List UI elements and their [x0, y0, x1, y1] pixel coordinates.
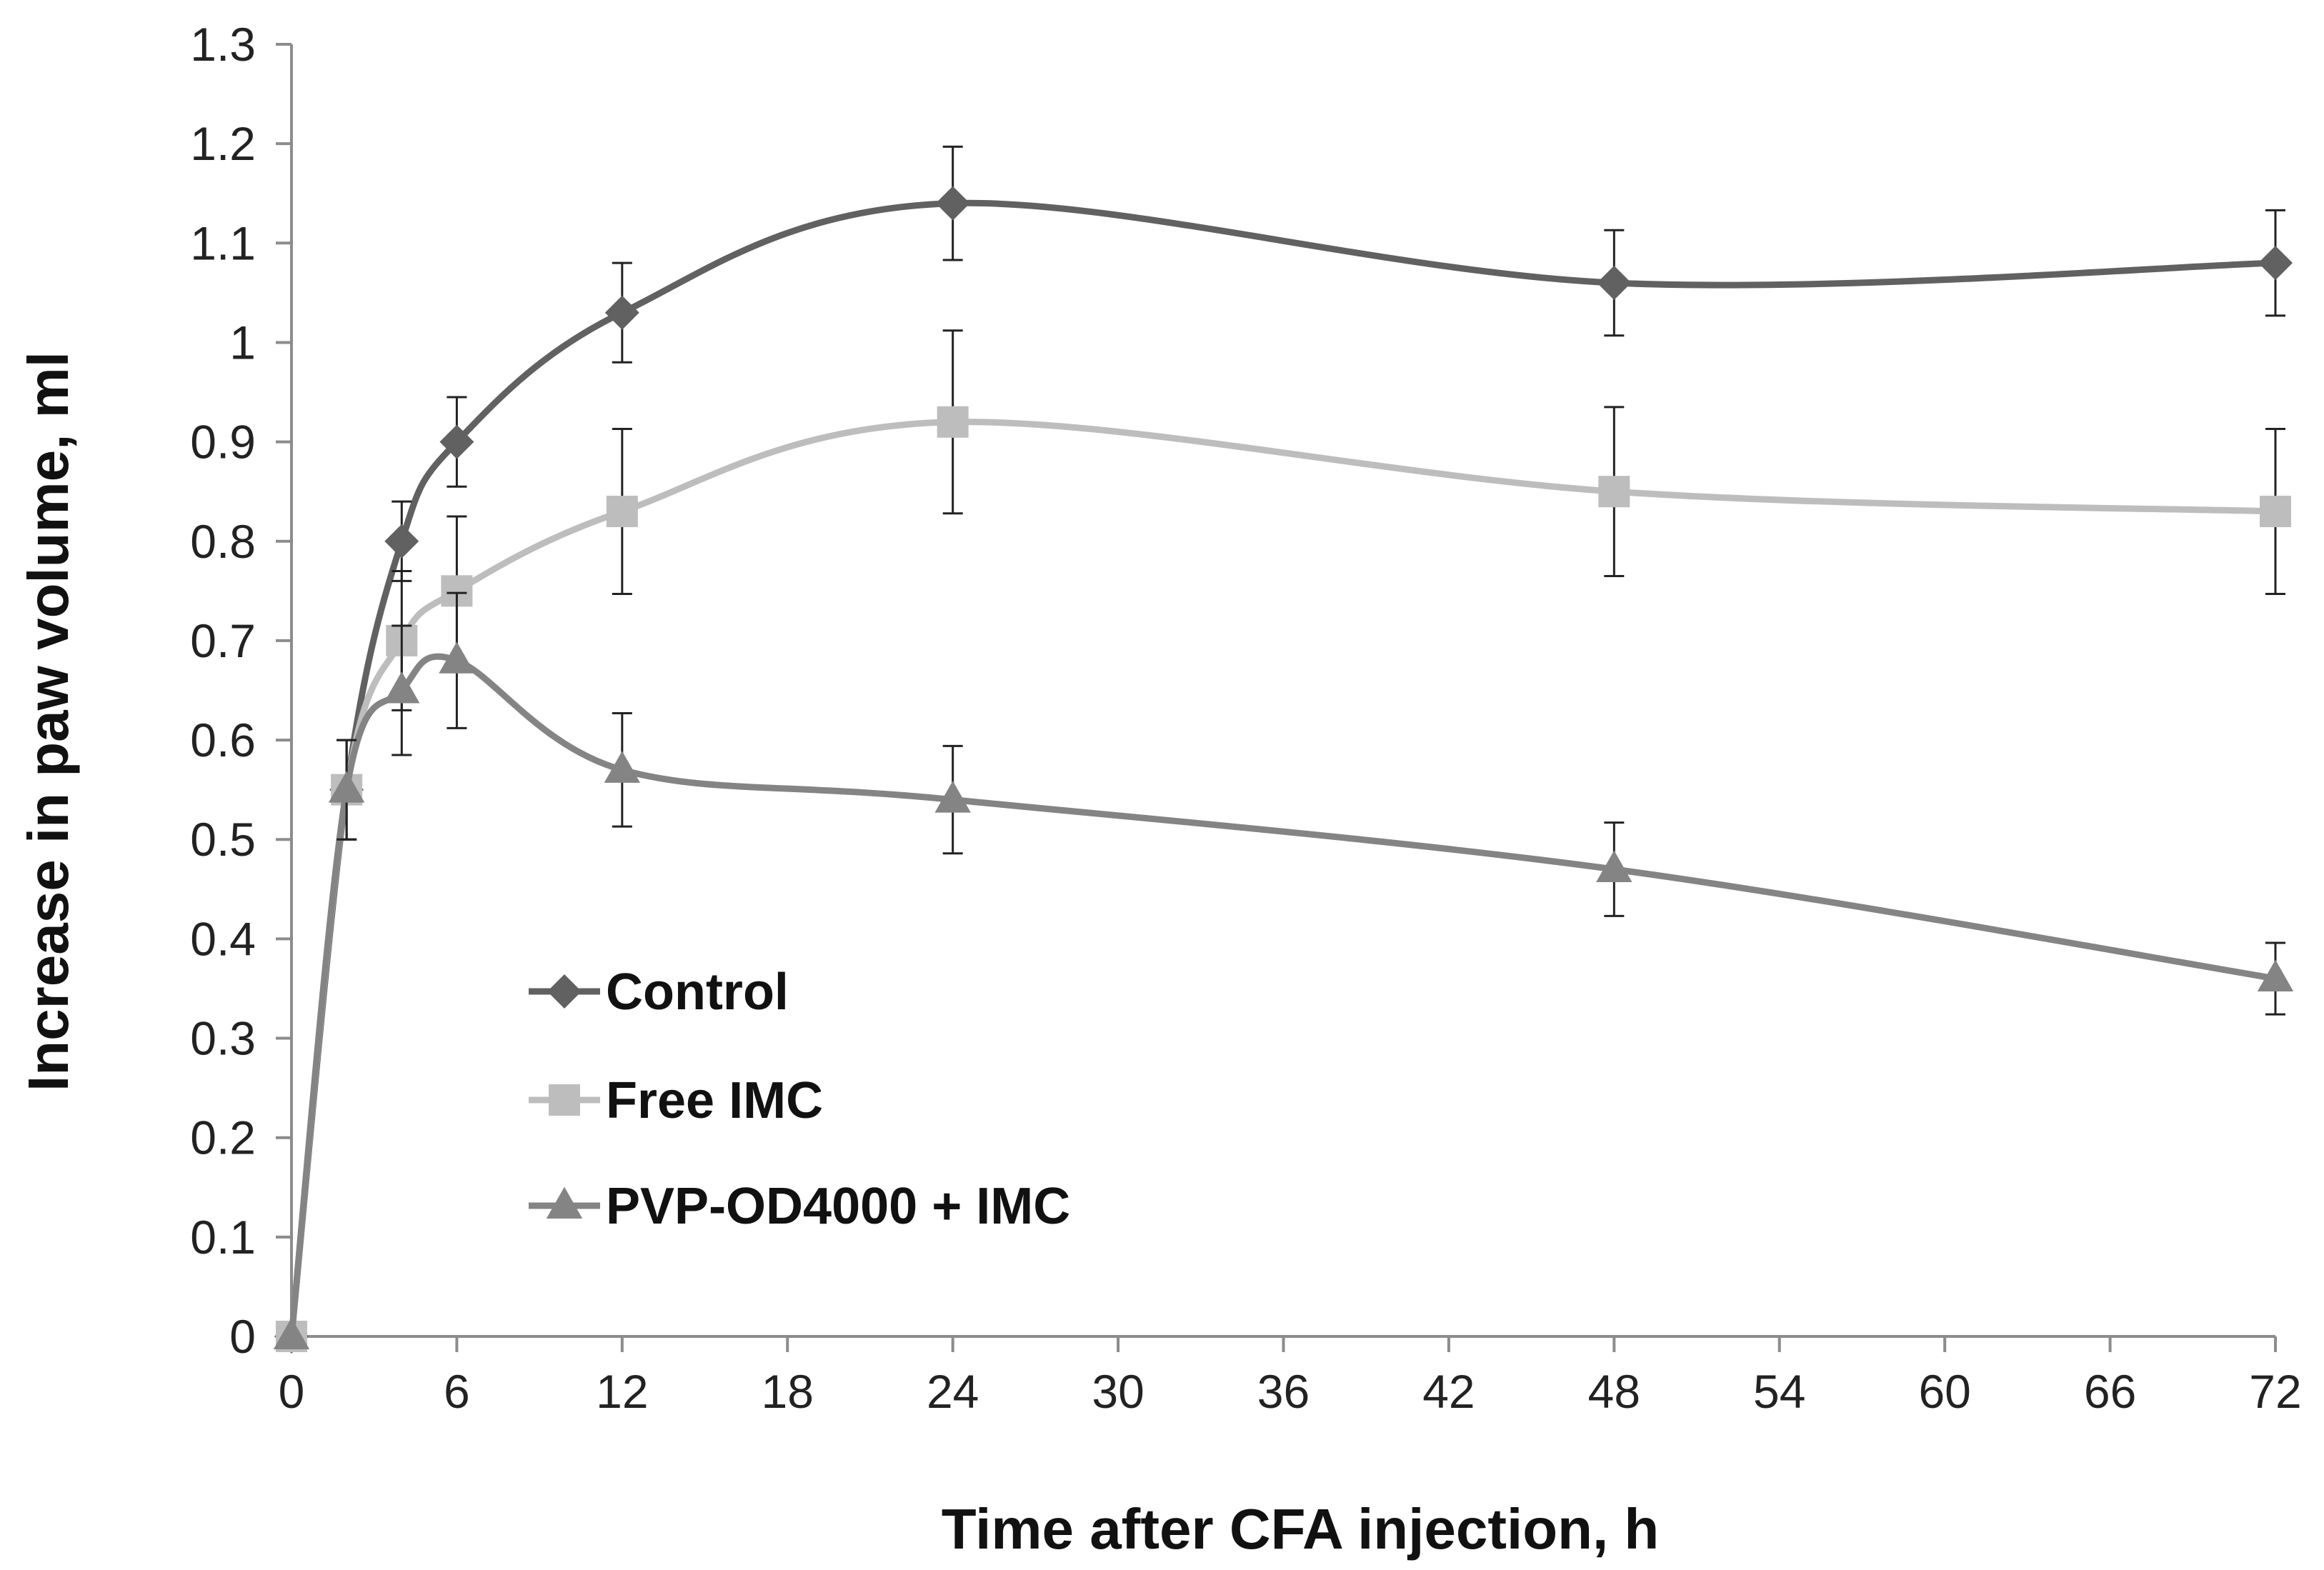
x-tick-label: 30 [1092, 1365, 1144, 1418]
series-free-imc [276, 329, 2291, 1352]
legend-item: Control [529, 964, 789, 1021]
legend-item: Free IMC [529, 1072, 823, 1129]
y-tick-label: 0.2 [190, 1111, 256, 1164]
legend: Control Free IMC PVP-OD4000 + IMC [529, 964, 1070, 1235]
y-tick-label: 1.3 [190, 18, 256, 71]
data-point [1597, 265, 1632, 300]
data-point [439, 641, 475, 674]
data-point [934, 781, 971, 813]
data-point [1596, 850, 1632, 882]
data-point [2260, 496, 2291, 528]
y-tick-label: 0.5 [190, 813, 256, 866]
y-tick-label: 0.1 [190, 1211, 256, 1264]
y-tick-label: 0.9 [190, 416, 256, 469]
data-point [935, 186, 970, 221]
data-point [2258, 246, 2293, 281]
data-point [1598, 476, 1630, 508]
x-tick-label: 36 [1257, 1365, 1310, 1418]
data-point [384, 524, 419, 559]
data-point [273, 1317, 310, 1349]
y-tick-label: 0.7 [190, 614, 256, 667]
y-tick-label: 0 [229, 1310, 256, 1363]
legend-marker [547, 974, 582, 1009]
data-point [2257, 959, 2294, 992]
legend-marker [546, 1186, 583, 1219]
y-tick-label: 1 [229, 316, 256, 369]
series-line [288, 199, 2276, 1337]
y-tick-label: 1.2 [190, 117, 256, 170]
legend-label: PVP-OD4000 + IMC [606, 1178, 1070, 1235]
axes: 0 0.1 0.2 0.3 0.4 0.5 0.6 0.7 0.8 0.9 1 1.1 1.2 1.3 0 6… [190, 18, 2301, 1418]
series-line [288, 653, 2276, 1337]
x-tick-label: 12 [596, 1365, 648, 1418]
series-layer [273, 145, 2294, 1354]
y-tick-label: 0.8 [190, 515, 256, 568]
data-point [328, 771, 365, 803]
data-point [384, 671, 420, 704]
legend-label: Control [606, 964, 789, 1021]
x-tick-label: 6 [444, 1365, 470, 1418]
x-tick-label: 60 [1918, 1365, 1970, 1418]
y-tick-label: 0.6 [190, 714, 256, 766]
y-axis-title: Increase in paw volume, ml [16, 351, 80, 1091]
x-tick-label: 18 [762, 1365, 814, 1418]
data-point [604, 295, 639, 330]
x-tick-label: 0 [279, 1365, 305, 1418]
x-tick-label: 66 [2084, 1365, 2136, 1418]
y-tick-label: 0.4 [190, 912, 256, 965]
legend-label: Free IMC [606, 1072, 823, 1129]
x-axis-title: Time after CFA injection, h [942, 1497, 1660, 1561]
series-pvp-od4000-imc [273, 591, 2294, 1349]
x-tick-label: 48 [1588, 1365, 1640, 1418]
x-tick-label: 42 [1422, 1365, 1475, 1418]
series-line [288, 419, 2276, 1337]
x-tick-label: 54 [1753, 1365, 1805, 1418]
data-point [439, 424, 474, 459]
y-tick-label: 0.3 [190, 1012, 256, 1065]
y-tick-label: 1.1 [190, 216, 256, 269]
legend-marker [549, 1084, 580, 1116]
data-point [937, 406, 969, 438]
x-tick-label: 24 [927, 1365, 979, 1418]
x-tick-label: 72 [2249, 1365, 2301, 1418]
legend-item: PVP-OD4000 + IMC [529, 1178, 1070, 1235]
data-point [604, 751, 641, 783]
data-point [606, 496, 638, 528]
